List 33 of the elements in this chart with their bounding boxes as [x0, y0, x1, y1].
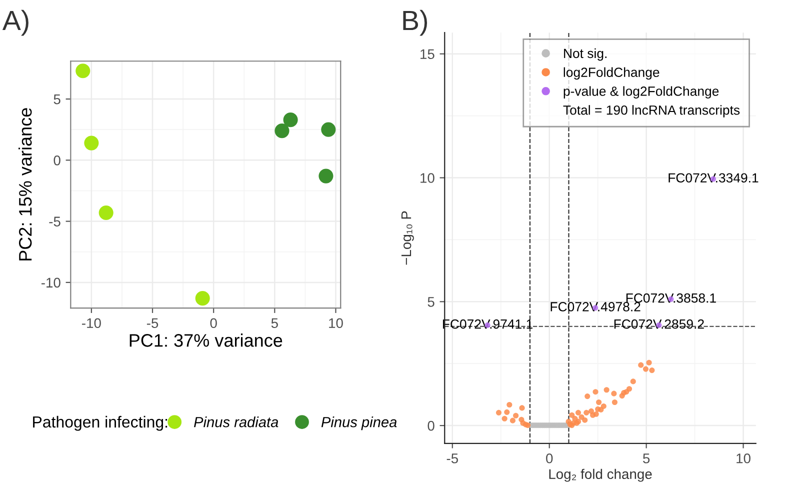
x-tick-label: 5 [643, 454, 650, 464]
y-tick-label: 5 [54, 94, 60, 104]
y-axis-title: PC2: 15% variance [18, 108, 32, 260]
legend-label: Pinus pinea [321, 416, 397, 430]
y-tick-label: 5 [428, 297, 434, 307]
legend-label: p-value & log2FoldChange [564, 86, 719, 98]
x-tick-label: -10 [82, 318, 101, 328]
x-axis-title: PC1: 37% variance [130, 334, 282, 347]
x-tick-label: 0 [546, 453, 553, 464]
legend-title: Pathogen infecting: [33, 416, 168, 431]
y-tick-label: 10 [420, 173, 434, 183]
x-tick-label: -5 [446, 454, 458, 464]
y-tick-label: -5 [49, 216, 60, 226]
chart-title: B) [403, 10, 428, 36]
y-axis-title: −Log₁₀ P [401, 211, 414, 265]
annotation: FC072V.4978.2 [550, 302, 640, 312]
y-tick-label: 15 [420, 49, 434, 60]
x-tick-label: 0 [210, 318, 217, 328]
x-tick-label: 5 [271, 318, 278, 328]
x-axis-title: Log₂ fold change [549, 468, 652, 482]
chart-title: A) [2, 10, 28, 36]
y-tick-label: -10 [41, 278, 60, 288]
annotation: Total = 190 lncRNA transcripts [563, 105, 740, 118]
x-tick-label: -5 [146, 318, 158, 328]
y-tick-label: 0 [428, 420, 434, 431]
annotation: FC072V.3349.1 [668, 173, 758, 183]
x-tick-label: 10 [329, 318, 343, 328]
y-tick-label: 0 [54, 156, 60, 166]
legend-label: log2FoldChange [564, 67, 660, 80]
legend-label: Pinus radiata [194, 416, 278, 428]
annotation: FC072V.3858.1 [626, 293, 716, 303]
legend-label: Not sig. [564, 48, 606, 61]
x-tick-label: 10 [736, 453, 750, 464]
